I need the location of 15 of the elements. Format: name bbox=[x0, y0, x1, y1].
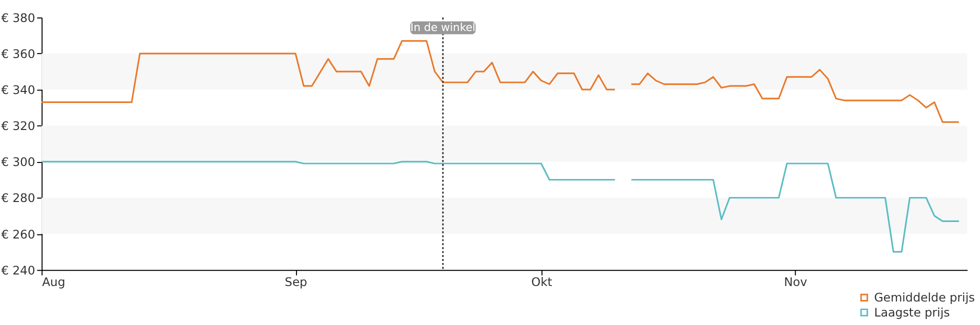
legend-label: Gemiddelde prijs bbox=[874, 290, 975, 305]
y-tick-label: € 300 bbox=[1, 155, 36, 170]
y-tick-label: € 360 bbox=[1, 46, 36, 61]
y-tick-label: € 240 bbox=[1, 263, 36, 278]
x-tick-label: Nov bbox=[784, 275, 808, 290]
y-tick-label: € 320 bbox=[1, 119, 36, 134]
x-tick-label: Okt bbox=[531, 275, 552, 290]
y-tick-label: € 380 bbox=[1, 10, 36, 25]
y-tick-label: € 340 bbox=[1, 83, 36, 98]
y-tick-label: € 280 bbox=[1, 191, 36, 206]
legend-label: Laagste prijs bbox=[874, 305, 950, 320]
x-tick-label: Sep bbox=[284, 275, 308, 290]
x-tick-label: Aug bbox=[42, 275, 66, 290]
y-tick-label: € 260 bbox=[1, 227, 36, 242]
ref-line-label: In de winkel bbox=[410, 20, 476, 34]
